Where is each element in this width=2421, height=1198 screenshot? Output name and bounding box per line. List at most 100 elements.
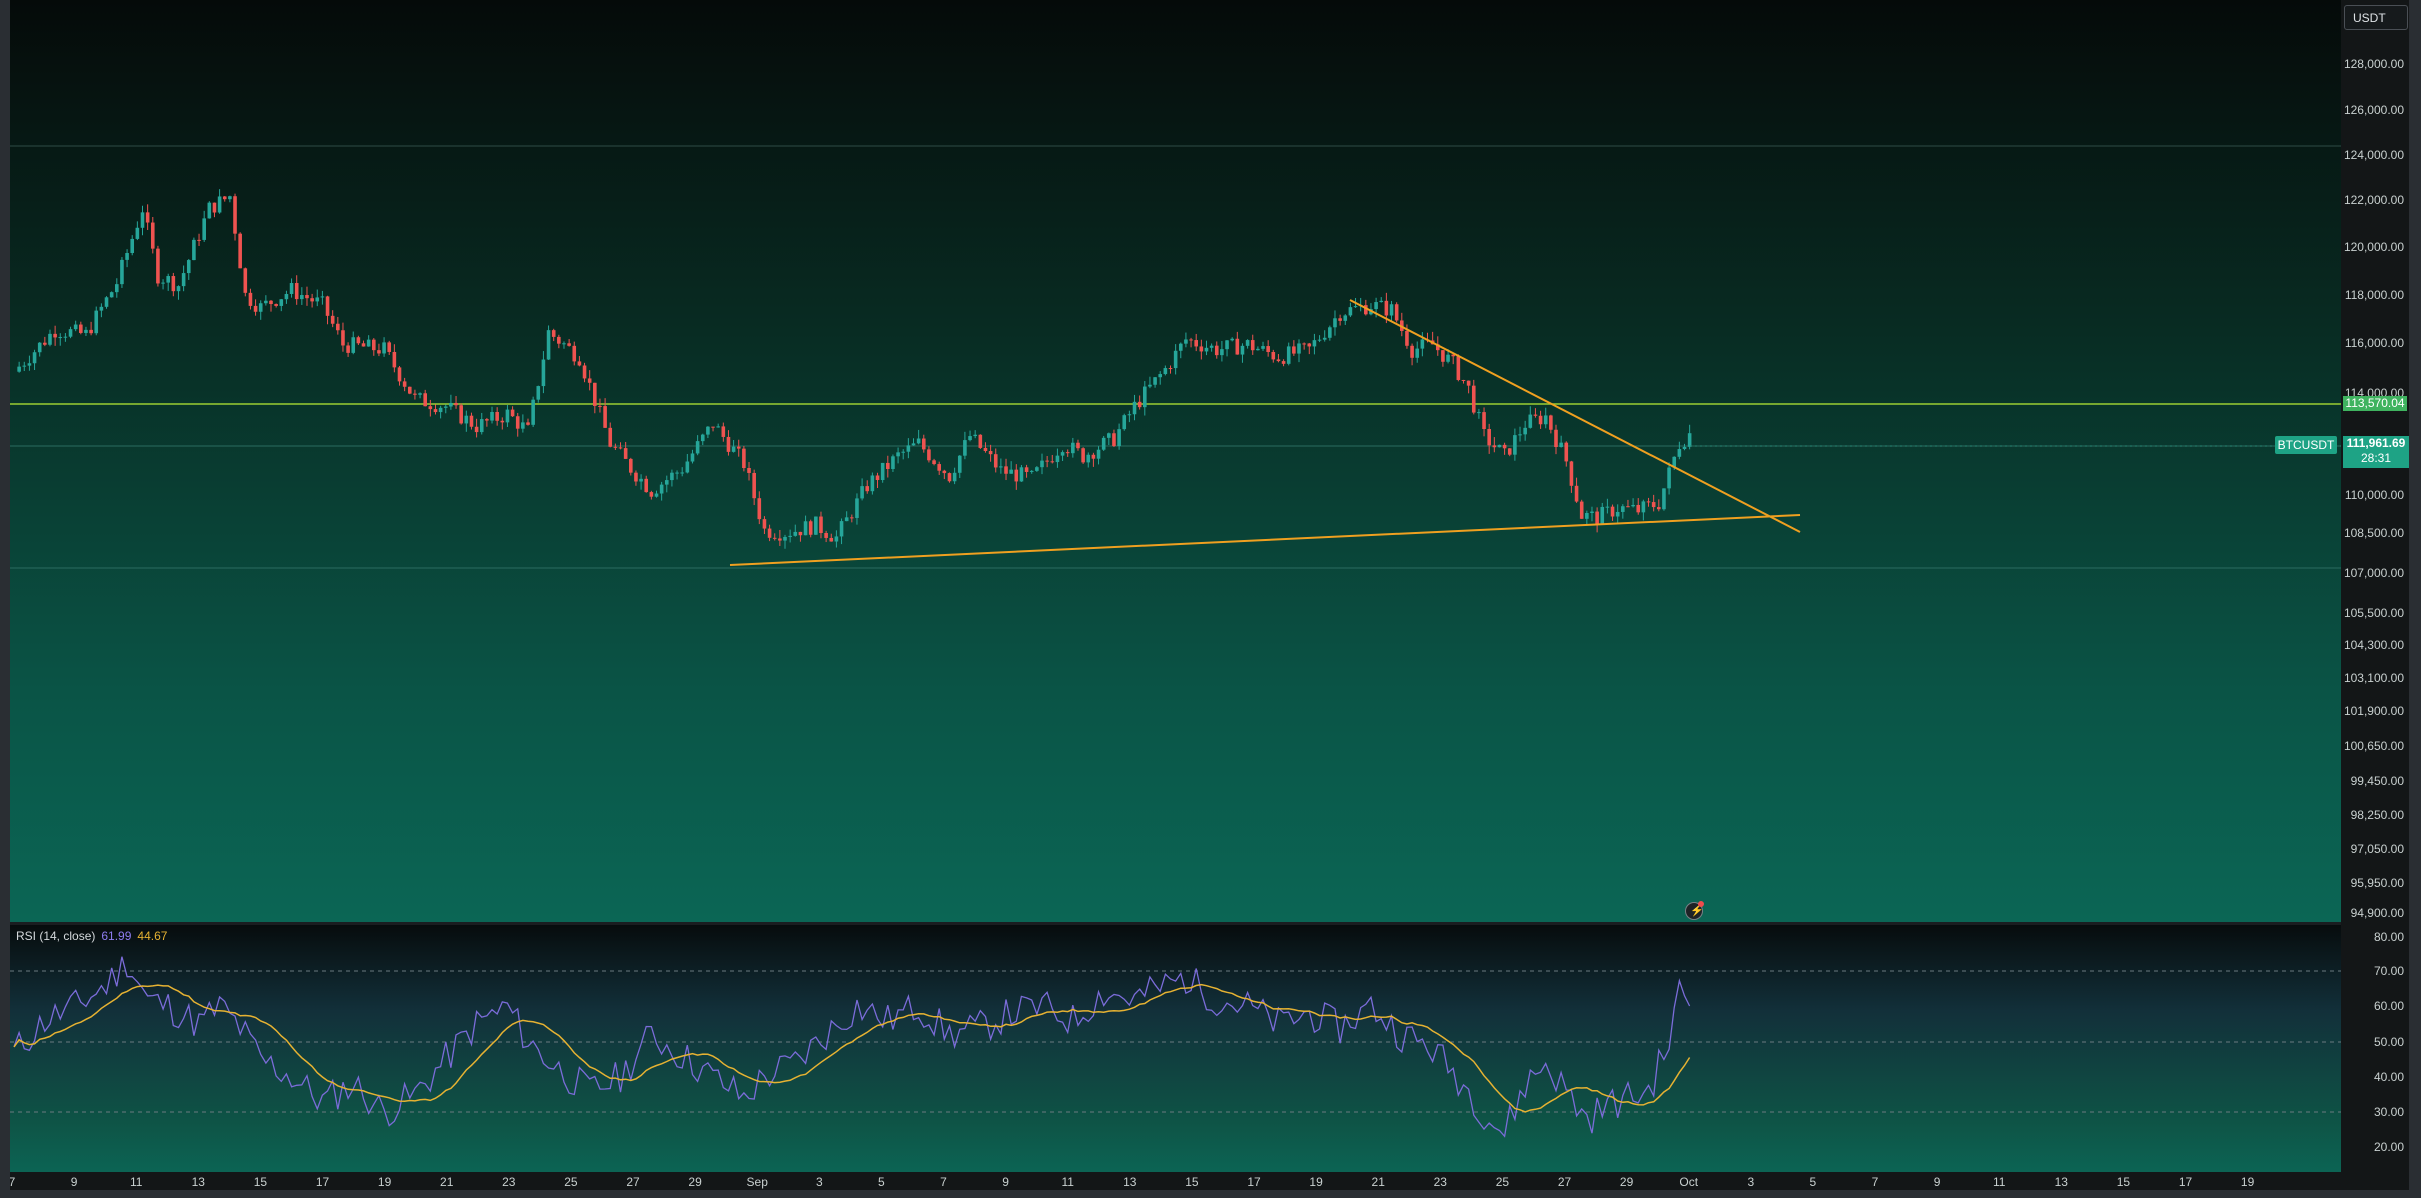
- price-axis-tick: 98,250.00: [2351, 808, 2405, 822]
- candle-body: [382, 342, 386, 354]
- candle-body: [1456, 356, 1461, 380]
- rsi-legend[interactable]: RSI (14, close) 61.99 44.67: [16, 929, 167, 943]
- candle-body: [963, 440, 967, 456]
- candle-body: [1389, 304, 1394, 316]
- candle-body: [850, 517, 854, 519]
- candle-body: [783, 536, 787, 541]
- price-axis-labels: 128,000.00 126,000.00 124,000.00 122,000.00…: [2344, 57, 2404, 920]
- time-axis-tick: Sep: [747, 1175, 769, 1189]
- price-axis-tick: 108,500.00: [2344, 526, 2404, 540]
- candle-body: [1322, 337, 1327, 340]
- candle-body: [238, 233, 242, 269]
- candle-body: [197, 239, 201, 241]
- candle-body: [1019, 467, 1024, 482]
- candle-body: [716, 426, 720, 428]
- candle-body: [788, 535, 792, 537]
- candle-body: [1256, 348, 1260, 351]
- candle-body: [1651, 502, 1656, 508]
- candle-body: [659, 484, 664, 494]
- time-axis-tick: 19: [1309, 1175, 1323, 1189]
- candle-body: [43, 342, 47, 345]
- price-axis[interactable]: [2341, 0, 2409, 1172]
- candle-body: [407, 386, 412, 394]
- candle-body: [27, 363, 32, 366]
- candle-body: [1199, 346, 1204, 352]
- candle-body: [433, 409, 438, 413]
- candle-body: [1682, 446, 1687, 450]
- time-axis-tick: 17: [1247, 1175, 1261, 1189]
- candle-body: [906, 445, 911, 452]
- candle-body: [937, 464, 941, 471]
- candle-body: [803, 521, 808, 536]
- candle-body: [844, 517, 849, 522]
- chart-window: 128,000.00 126,000.00 124,000.00 122,000.00…: [10, 0, 2409, 1190]
- candle-body: [212, 202, 217, 213]
- candle-body: [104, 297, 109, 307]
- candle-body: [1225, 340, 1229, 350]
- candle-body: [1610, 506, 1615, 517]
- candle-body: [664, 480, 669, 485]
- price-pane[interactable]: [10, 0, 2341, 922]
- candle-body: [17, 366, 21, 372]
- candle-body: [608, 427, 613, 447]
- candle-body: [546, 330, 551, 360]
- candle-body: [1029, 470, 1034, 472]
- candle-body: [1127, 414, 1132, 416]
- candle-body: [865, 486, 870, 492]
- candle-body: [1415, 348, 1420, 358]
- candle-body: [1574, 485, 1579, 502]
- ascending-trendline[interactable]: [729, 514, 1801, 566]
- pane-separator[interactable]: [10, 922, 2409, 925]
- candle-body: [1107, 433, 1111, 438]
- candle-body: [428, 406, 433, 410]
- candle-body: [510, 409, 515, 417]
- candle-body: [1677, 449, 1682, 457]
- candle-body: [454, 402, 458, 406]
- candle-body: [711, 426, 715, 428]
- candle-body: [593, 382, 597, 406]
- candle-body: [166, 276, 170, 283]
- candle-body: [721, 426, 726, 437]
- rsi-line: [13, 956, 1691, 1138]
- candle-body: [952, 472, 957, 482]
- candle-body: [767, 528, 772, 538]
- alert-clock-icon[interactable]: ⚡: [1685, 901, 1704, 920]
- candle-body: [135, 227, 140, 239]
- price-axis-tick: 116,000.00: [2345, 336, 2404, 350]
- candle-body: [880, 462, 885, 481]
- candle-body: [1060, 452, 1065, 456]
- candle-body: [115, 284, 119, 293]
- time-axis-tick: 25: [564, 1175, 578, 1189]
- candle-body: [1024, 467, 1029, 472]
- candle-body: [58, 337, 63, 339]
- candle-body: [94, 310, 99, 334]
- candle-body: [1086, 454, 1091, 463]
- candle-body: [1631, 504, 1635, 507]
- candle-body: [860, 486, 864, 499]
- candle-body: [968, 436, 972, 441]
- currency-selector[interactable]: USDT: [2344, 5, 2408, 30]
- candle-body: [387, 342, 392, 352]
- candle-body: [48, 333, 52, 345]
- candle-body: [176, 286, 181, 292]
- time-axis[interactable]: [10, 1172, 2409, 1190]
- candle-body: [1543, 415, 1548, 425]
- candle-body: [1533, 414, 1538, 416]
- candle-body: [1687, 433, 1692, 447]
- candle-body: [1405, 330, 1409, 346]
- candle-body: [300, 295, 304, 300]
- candle-body: [541, 359, 546, 387]
- price-axis-tick: 94,900.00: [2351, 906, 2405, 920]
- candle-body: [1250, 340, 1255, 351]
- time-axis-tick: 11: [1993, 1175, 2006, 1189]
- price-drawings: [10, 145, 2341, 569]
- time-axis-tick: 17: [316, 1175, 330, 1189]
- descending-trendline[interactable]: [1349, 299, 1801, 533]
- rsi-pane[interactable]: [10, 925, 2341, 1172]
- current-price: 111,961.69: [2346, 436, 2406, 450]
- time-axis-tick: 3: [816, 1175, 823, 1189]
- candle-body: [1050, 461, 1055, 463]
- candles: [17, 189, 1692, 549]
- candle-body: [1338, 318, 1342, 321]
- candle-body: [1096, 449, 1101, 459]
